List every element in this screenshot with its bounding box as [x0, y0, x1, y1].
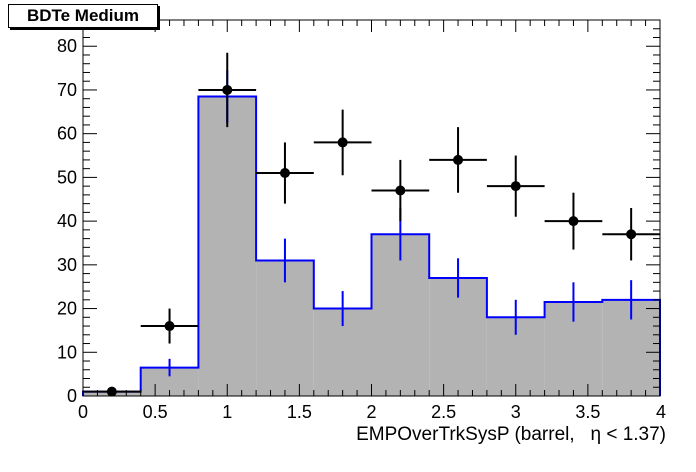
data-point	[337, 137, 348, 148]
x-tick-label: 2.5	[431, 402, 456, 422]
data-point	[626, 229, 637, 240]
x-tick-label: 1	[222, 402, 232, 422]
y-tick-label: 50	[57, 167, 77, 187]
y-tick-label: 80	[57, 36, 77, 56]
x-tick-label: 0	[78, 402, 88, 422]
data-point	[164, 321, 175, 332]
data-point	[568, 216, 579, 227]
x-tick-label: 4	[656, 402, 666, 422]
data-point	[279, 168, 290, 179]
y-tick-label: 0	[67, 386, 77, 406]
x-axis-label: EMPOverTrkSysP (barrel, η < 1.37)	[356, 424, 666, 445]
x-tick-label: 3.5	[575, 402, 600, 422]
x-tick-label: 3	[511, 402, 521, 422]
y-tick-label: 10	[57, 342, 77, 362]
data-point	[453, 154, 464, 165]
y-tick-label: 70	[57, 80, 77, 100]
y-tick-label: 20	[57, 299, 77, 319]
histogram-bar	[256, 260, 314, 396]
x-tick-label: 2	[366, 402, 376, 422]
histogram-bar	[198, 96, 257, 396]
data-point	[395, 185, 406, 196]
axes-layer: 0 10 20 30 40 50 60 70 80 0 0.5 1 1.5 2 2.5 3 3.5 4	[57, 19, 666, 422]
chart-title: BDTe Medium	[8, 4, 158, 28]
mc-histogram-layer	[82, 95, 661, 396]
y-tick-label: 30	[57, 255, 77, 275]
histogram-bar	[371, 234, 430, 396]
x-tick-label: 1.5	[287, 402, 312, 422]
x-tick-label: 0.5	[143, 402, 168, 422]
y-tick-label: 60	[57, 124, 77, 144]
data-point	[510, 181, 521, 192]
data-point	[222, 84, 233, 95]
y-tick-label: 40	[57, 211, 77, 231]
